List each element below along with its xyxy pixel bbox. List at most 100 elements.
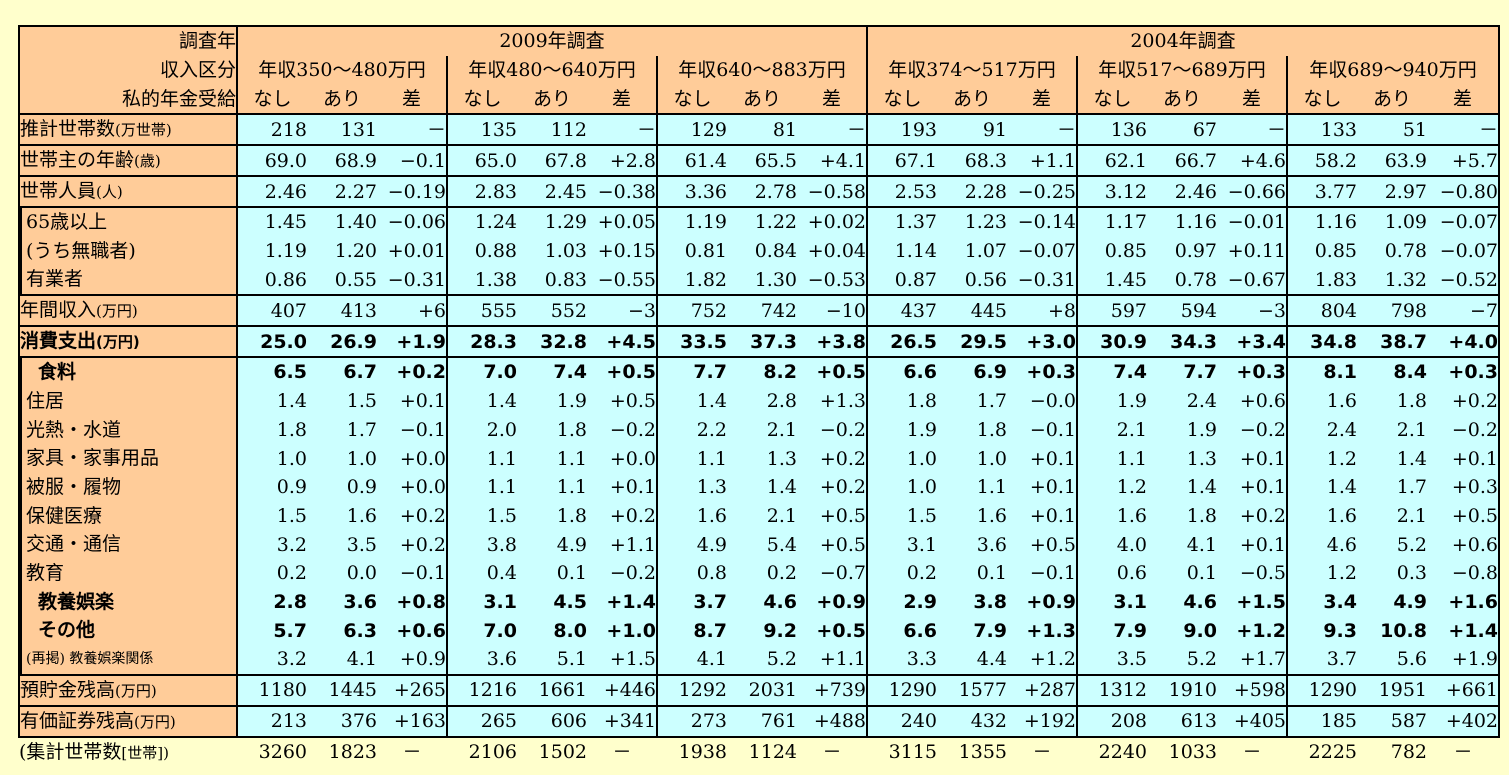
table-cell: 1.32 [1357,265,1427,297]
table-cell: 0.85 [1286,236,1357,266]
table-cell: 437 [866,294,937,328]
row-label-text: 預貯金残高 [20,678,116,701]
table-cell: － [797,113,867,147]
table-cell: 2.1 [1076,415,1147,445]
table-cell: 1.4 [446,386,517,416]
table-cell: 1.6 [307,501,377,531]
header-row-income: 収入区分 年収350～480万円 年収480～640万円 年収640～883万円… [18,55,1500,85]
table-cell: 1.0 [937,444,1007,473]
table-cell: +0.3 [1427,472,1500,502]
table-cell: 7.4 [1076,357,1147,387]
table-cell: +0.11 [1217,236,1287,266]
table-cell: +0.9 [797,587,867,617]
table-cell: +287 [1007,673,1077,707]
table-cell: 1.7 [937,386,1007,416]
table-cell: 1.0 [236,444,307,473]
table-cell: −0.31 [1007,265,1077,297]
table-cell: 1.4 [1147,472,1217,502]
row-label-text: 家具・家事用品 [26,447,160,470]
row-label: 保健医療 [18,501,238,531]
table-cell: +0.1 [1007,444,1077,473]
table-cell: 1.17 [1076,207,1147,237]
table-cell: 1.07 [937,236,1007,266]
table-cell: 0.83 [517,265,587,297]
table-cell: 61.4 [656,144,727,178]
table-cell: 4.1 [307,645,377,676]
row-label-text: 教養娯楽 [38,590,115,613]
table-cell: 0.2 [236,558,307,588]
table-cell: 1.2 [1286,558,1357,588]
table-cell: −0.0 [1007,386,1077,416]
table-cell: 5.4 [727,530,797,559]
table-cell: 34.3 [1147,325,1217,359]
table-cell: +0.5 [797,616,867,645]
table-cell: −0.67 [1217,265,1287,297]
income-bracket-header: 年収640～883万円 [656,55,867,85]
table-cell: 0.9 [307,472,377,502]
pension-subcol-header: あり [1357,84,1427,116]
table-cell: −7 [1427,294,1500,328]
pension-subcol-header: 差 [797,84,867,116]
table-cell: +0.04 [797,236,867,266]
row-unit-text: (万円) [96,333,140,352]
table-cell: 782 [1357,736,1427,767]
table-cell: 62.1 [1076,144,1147,178]
table-cell: 2.83 [446,175,517,209]
row-label-text: 世帯人員 [20,180,97,203]
table-cell: 1.4 [656,386,727,416]
table-cell: 0.6 [1076,558,1147,588]
row-unit-text: (人) [96,183,123,202]
table-cell: 32.8 [517,325,587,359]
table-cell: － [1427,736,1499,767]
table-cell: 1.6 [1076,501,1147,531]
row-label: 消費支出(万円) [18,325,238,359]
table-cell: 376 [307,704,377,738]
sub-label-box: 教育 [21,558,235,588]
pension-subcol-header: 差 [1217,84,1287,116]
table-cell: 68.3 [937,144,1007,178]
table-cell: 1.9 [1076,386,1147,416]
table-row: (再掲) 教養娯楽関係 3.2 4.1 +0.9 3.6 5.1 +1.5 4.1 5.2 +1.… [18,645,1500,676]
table-cell: 1.8 [866,386,937,416]
table-cell: 2.0 [446,415,517,445]
table-cell: +0.01 [377,236,447,266]
table-cell: −0.2 [587,558,657,588]
table-cell: +488 [797,704,867,738]
table-cell: 1.22 [727,207,797,237]
row-label-text: 65歳以上 [26,211,108,234]
table-cell: 208 [1076,704,1147,738]
table-row: 世帯主の年齢(歳) 69.0 68.9 −0.1 65.0 67.8 +2.8 61.4 65.… [18,144,1500,178]
table-cell: 606 [517,704,587,738]
table-cell: 3.2 [236,645,307,676]
table-cell: +0.1 [1427,444,1500,473]
row-label: 有業者 [18,265,238,297]
table-cell: +4.0 [1427,325,1500,359]
table-cell: 7.9 [1076,616,1147,645]
table-cell: 1661 [517,673,587,707]
table-cell: 3260 [237,736,307,767]
row-label-text: 光熱・水道 [26,418,122,441]
table-cell: +1.1 [1007,144,1077,178]
table-cell: +0.15 [587,236,657,266]
table-cell: 3115 [867,736,937,767]
table-cell: 1.24 [446,207,517,237]
table-cell: +0.0 [587,444,657,473]
row-label: 年間収入(万円) [18,294,238,328]
table-cell: 1.0 [866,472,937,502]
row-unit-text: (歳) [134,152,161,171]
table-cell: +0.9 [377,645,447,676]
pension-subcol-header: あり [517,84,587,116]
table-cell: 3.8 [446,530,517,559]
table-cell: +0.5 [797,357,867,387]
income-bracket-header: 年収517～689万円 [1076,55,1287,85]
table-cell: +0.0 [377,444,447,473]
table-cell: 1.8 [517,501,587,531]
table-cell: +405 [1217,704,1287,738]
row-label: 65歳以上 [18,207,238,237]
table-cell: −0.19 [377,175,447,209]
table-cell: － [377,736,447,767]
table-cell: 7.9 [937,616,1007,645]
table-cell: 1.38 [446,265,517,297]
row-label: 世帯人員(人) [18,175,238,209]
table-cell: 1910 [1147,673,1217,707]
